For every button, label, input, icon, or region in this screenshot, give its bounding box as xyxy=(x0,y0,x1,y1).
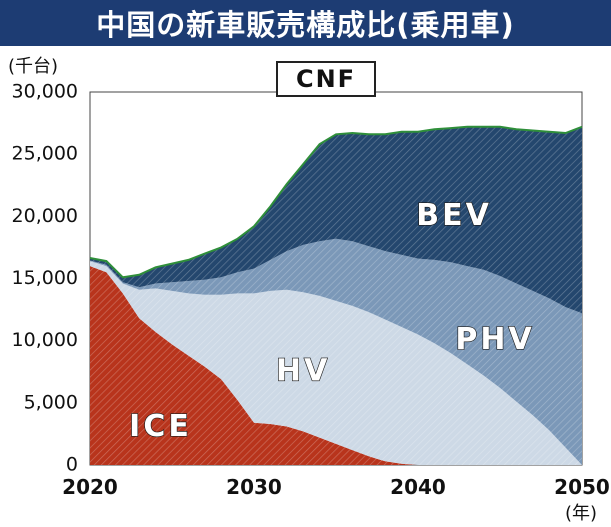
x-tick-label: 2050 xyxy=(554,475,610,499)
y-tick-label: 25,000 xyxy=(12,143,78,165)
area-hatch-hv xyxy=(90,261,582,465)
y-tick-label: 20,000 xyxy=(12,205,78,227)
y-tick-label: 10,000 xyxy=(12,329,78,351)
area-hatch-phv xyxy=(90,238,582,465)
series-label-ice: ICE xyxy=(129,409,192,444)
y-axis-unit: (千台) xyxy=(8,56,58,77)
x-tick-label: 2030 xyxy=(226,475,282,499)
y-tick-label: 30,000 xyxy=(12,81,78,103)
y-tick-label: 15,000 xyxy=(12,267,78,289)
y-tick-label: 5,000 xyxy=(24,391,78,413)
area-hatch-bev xyxy=(90,126,582,314)
chart-subtitle: CNF xyxy=(296,65,356,93)
subtitle-box xyxy=(276,61,376,97)
total-edge-line xyxy=(89,125,583,279)
x-tick-label: 2040 xyxy=(390,475,446,499)
x-axis-unit: (年) xyxy=(565,503,597,524)
y-tick-label: 0 xyxy=(66,454,78,476)
x-tick-label: 2020 xyxy=(62,475,118,499)
chart-title: 中国の新車販売構成比(乗用車) xyxy=(0,0,611,46)
area-hatch-ice xyxy=(90,266,582,465)
series-label-hv: HV xyxy=(276,353,330,388)
series-label-bev: BEV xyxy=(416,198,492,233)
series-label-phv: PHV xyxy=(455,322,534,357)
